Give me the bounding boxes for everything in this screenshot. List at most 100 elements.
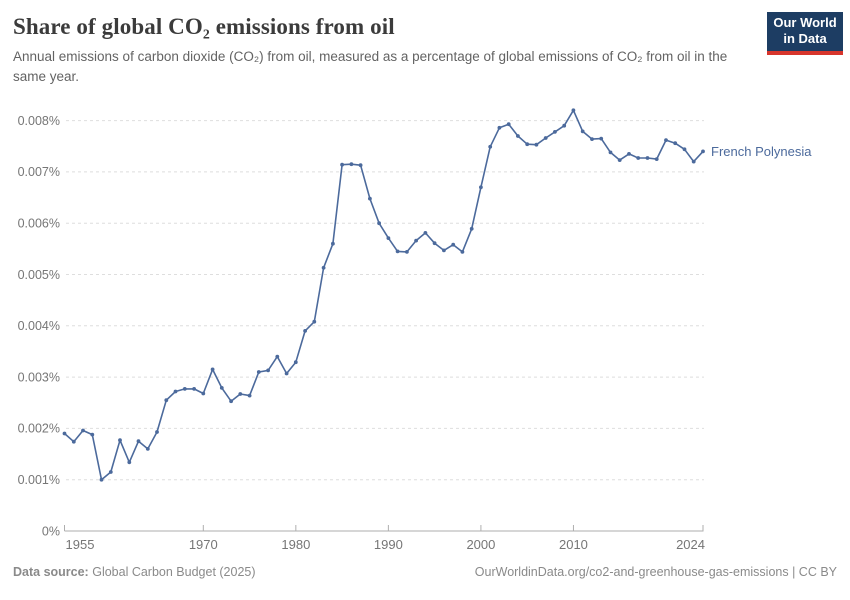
data-point[interactable] bbox=[599, 136, 604, 141]
data-point[interactable] bbox=[543, 136, 548, 140]
data-point[interactable] bbox=[90, 432, 95, 437]
data-point[interactable] bbox=[349, 162, 354, 167]
data-point[interactable] bbox=[275, 354, 280, 359]
chart-footer: Data source: Global Carbon Budget (2025)… bbox=[13, 565, 837, 579]
data-point[interactable] bbox=[534, 142, 539, 147]
data-point[interactable] bbox=[395, 249, 400, 254]
data-source: Data source: Global Carbon Budget (2025) bbox=[13, 565, 256, 579]
series-line-french-polynesia bbox=[63, 109, 704, 481]
chart-title: Share of global CO₂ emissions from oil bbox=[13, 14, 395, 39]
data-point[interactable] bbox=[654, 157, 659, 161]
data-point[interactable] bbox=[386, 236, 391, 241]
chart-header: Share of global CO₂ emissions from oil A… bbox=[0, 0, 850, 86]
x-axis-tick-label: 1990 bbox=[374, 537, 403, 552]
data-point[interactable] bbox=[145, 447, 150, 451]
data-point[interactable] bbox=[608, 150, 613, 155]
data-point[interactable] bbox=[266, 368, 270, 373]
y-axis-tick-label: 0.002% bbox=[18, 422, 60, 436]
data-point[interactable] bbox=[516, 134, 520, 138]
data-point[interactable] bbox=[562, 123, 567, 128]
data-point[interactable] bbox=[377, 221, 381, 226]
x-axis-tick-label: 1970 bbox=[189, 537, 218, 552]
y-axis-tick-label: 0.007% bbox=[18, 165, 60, 179]
data-point[interactable] bbox=[312, 319, 317, 324]
y-axis-tick-label: 0.001% bbox=[18, 473, 60, 487]
data-point[interactable] bbox=[479, 185, 483, 190]
x-axis-tick-label: 2010 bbox=[559, 537, 588, 552]
data-point[interactable] bbox=[62, 431, 67, 436]
data-point[interactable] bbox=[451, 242, 456, 247]
data-point[interactable] bbox=[368, 196, 372, 201]
data-point[interactable] bbox=[108, 470, 113, 474]
data-point[interactable] bbox=[247, 393, 252, 398]
data-point[interactable] bbox=[627, 152, 631, 156]
y-axis-tick-label: 0.008% bbox=[18, 114, 60, 128]
data-point[interactable] bbox=[488, 144, 493, 149]
y-axis-tick-label: 0% bbox=[42, 524, 60, 538]
data-point[interactable] bbox=[81, 428, 85, 433]
data-point[interactable] bbox=[284, 371, 289, 376]
data-point[interactable] bbox=[553, 130, 557, 134]
data-point[interactable] bbox=[340, 162, 344, 167]
data-point[interactable] bbox=[99, 477, 104, 482]
data-point[interactable] bbox=[571, 108, 576, 113]
data-point[interactable] bbox=[664, 138, 668, 142]
data-point[interactable] bbox=[164, 398, 169, 403]
data-point[interactable] bbox=[497, 125, 502, 130]
data-point[interactable] bbox=[469, 226, 474, 231]
data-point[interactable] bbox=[293, 360, 298, 365]
data-point[interactable] bbox=[673, 141, 678, 146]
owid-logo-line1: Our World bbox=[773, 15, 837, 30]
data-point[interactable] bbox=[358, 163, 363, 168]
data-point[interactable] bbox=[229, 399, 234, 404]
data-point[interactable] bbox=[636, 156, 641, 160]
data-point[interactable] bbox=[127, 460, 132, 465]
x-axis-tick-label: 1955 bbox=[66, 537, 95, 552]
x-axis-tick-label: 1980 bbox=[281, 537, 310, 552]
data-point[interactable] bbox=[432, 241, 437, 246]
data-point[interactable] bbox=[645, 156, 650, 160]
data-point[interactable] bbox=[691, 159, 696, 164]
data-point[interactable] bbox=[182, 387, 187, 391]
data-point[interactable] bbox=[460, 250, 465, 254]
y-axis-tick-label: 0.004% bbox=[18, 319, 60, 333]
data-point[interactable] bbox=[442, 248, 446, 253]
entity-label: French Polynesia bbox=[711, 144, 812, 159]
data-source-label: Data source: bbox=[13, 565, 89, 579]
data-point[interactable] bbox=[118, 438, 122, 443]
data-point[interactable] bbox=[506, 122, 511, 127]
chart-subtitle: Annual emissions of carbon dioxide (CO₂)… bbox=[13, 49, 728, 84]
data-source-value: Global Carbon Budget (2025) bbox=[92, 565, 256, 579]
data-point[interactable] bbox=[423, 231, 428, 235]
x-axis-tick-label: 2000 bbox=[466, 537, 495, 552]
data-point[interactable] bbox=[210, 367, 215, 372]
data-point[interactable] bbox=[701, 149, 705, 154]
y-axis-tick-label: 0.005% bbox=[18, 268, 60, 282]
data-point[interactable] bbox=[136, 439, 141, 444]
owid-logo: Our World in Data bbox=[767, 12, 843, 55]
data-point[interactable] bbox=[617, 158, 622, 162]
data-point[interactable] bbox=[682, 147, 687, 152]
data-point[interactable] bbox=[201, 391, 206, 396]
data-point[interactable] bbox=[303, 329, 307, 333]
data-point[interactable] bbox=[238, 392, 243, 396]
data-point[interactable] bbox=[256, 370, 261, 374]
data-point[interactable] bbox=[405, 250, 409, 254]
x-axis-tick-label: 2024 bbox=[676, 537, 705, 552]
data-point[interactable] bbox=[331, 241, 335, 246]
data-point[interactable] bbox=[155, 430, 159, 434]
y-axis-tick-label: 0.006% bbox=[18, 217, 60, 231]
data-point[interactable] bbox=[173, 389, 178, 394]
y-axis-tick-label: 0.003% bbox=[18, 370, 60, 384]
data-point[interactable] bbox=[580, 129, 585, 134]
data-point[interactable] bbox=[414, 238, 418, 243]
data-point[interactable] bbox=[219, 386, 224, 390]
data-point[interactable] bbox=[192, 387, 197, 391]
footer-citation-link[interactable]: OurWorldinData.org/co2-and-greenhouse-ga… bbox=[474, 565, 837, 579]
data-point[interactable] bbox=[525, 142, 530, 147]
owid-logo-line2: in Data bbox=[783, 31, 827, 46]
data-point[interactable] bbox=[590, 137, 594, 141]
data-point[interactable] bbox=[71, 439, 76, 444]
data-point[interactable] bbox=[321, 265, 326, 270]
